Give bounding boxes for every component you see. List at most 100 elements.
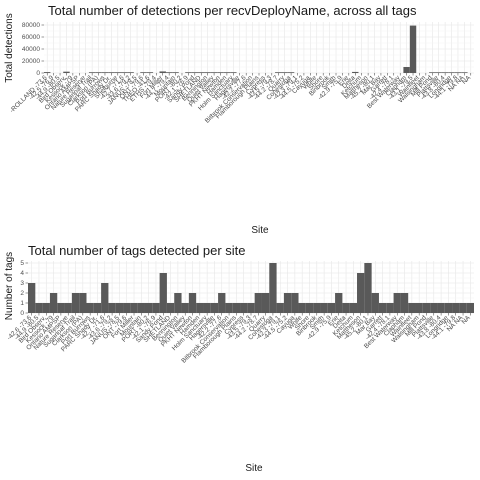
- bar: [305, 303, 314, 313]
- bar: [287, 72, 295, 73]
- bar: [198, 72, 205, 73]
- x-tick-label: NA: [461, 74, 473, 86]
- bar: [166, 303, 175, 313]
- bar: [223, 72, 231, 73]
- detections-chart-xlabel: Site: [251, 225, 269, 236]
- bar: [210, 303, 219, 313]
- tags-chart: Total number of tags detected per site N…: [4, 243, 474, 474]
- bar: [146, 72, 154, 73]
- tags-chart-bars: [28, 263, 474, 313]
- bar: [63, 71, 70, 73]
- bar: [159, 273, 167, 313]
- detections-chart-title: Total number of detections per recvDeplo…: [48, 3, 417, 18]
- detections-chart-ylabel: Total detections: [4, 13, 15, 83]
- detections-chart-grid: [44, 22, 474, 74]
- bar: [261, 293, 270, 313]
- bar: [172, 72, 179, 73]
- bar: [357, 273, 365, 313]
- bar: [320, 303, 328, 313]
- y-tick-label: 2: [20, 290, 24, 297]
- bar: [430, 303, 438, 313]
- bar: [371, 293, 379, 313]
- bar: [108, 303, 116, 313]
- bar: [378, 303, 387, 313]
- bar: [101, 283, 109, 313]
- y-tick-label: 4: [20, 270, 24, 277]
- bar: [115, 303, 124, 313]
- bar: [342, 303, 350, 313]
- bar: [232, 303, 241, 313]
- detections-chart-yticks: 0 20000 40000 60000 80000: [22, 22, 44, 77]
- bar: [127, 72, 134, 73]
- bar: [409, 25, 417, 74]
- y-tick-label: 60000: [22, 34, 40, 41]
- bar: [429, 72, 436, 73]
- bar: [49, 293, 58, 313]
- bar: [403, 67, 410, 73]
- bar: [254, 293, 262, 313]
- bar: [422, 303, 431, 313]
- bar: [452, 303, 460, 313]
- detections-chart-bars: [44, 25, 468, 74]
- bar: [93, 303, 102, 313]
- bar: [435, 72, 442, 73]
- bar: [240, 303, 248, 313]
- bar: [28, 283, 36, 313]
- bar: [408, 303, 416, 313]
- bar: [225, 303, 233, 313]
- bar: [269, 263, 277, 313]
- y-tick-label: 0: [36, 70, 40, 77]
- detections-chart-xticks: -ROLLAND -73.6-42.5 -76.9-44.9 -80.5Bird…: [9, 73, 473, 125]
- bar: [386, 303, 394, 313]
- bar: [79, 293, 87, 313]
- bar: [400, 293, 409, 313]
- y-tick-label: 20000: [22, 58, 40, 65]
- bar: [101, 72, 109, 73]
- bar: [196, 303, 204, 313]
- bar: [159, 71, 166, 73]
- bar: [313, 303, 321, 313]
- tags-chart-xlabel: Site: [245, 463, 263, 474]
- bar: [437, 303, 445, 313]
- y-tick-label: 80000: [22, 22, 40, 29]
- bar: [44, 72, 51, 73]
- bar: [459, 303, 467, 313]
- bar: [230, 72, 237, 73]
- tags-chart-title: Total number of tags detected per site: [28, 243, 246, 258]
- bar: [276, 303, 284, 313]
- bar: [185, 72, 192, 73]
- bar: [152, 303, 160, 313]
- bar: [42, 303, 50, 313]
- bar: [86, 303, 94, 313]
- bar: [57, 303, 65, 313]
- bar: [281, 72, 288, 73]
- bar: [393, 293, 401, 313]
- bar: [88, 72, 96, 73]
- bar: [298, 303, 306, 313]
- bar: [210, 72, 218, 73]
- bar: [165, 72, 173, 73]
- y-tick-label: 3: [20, 280, 24, 287]
- bar: [444, 303, 453, 313]
- bar: [217, 72, 224, 73]
- tags-chart-ylabel: Number of tags: [4, 252, 15, 320]
- bar: [466, 303, 474, 313]
- x-tick-label: NA: [460, 314, 472, 326]
- y-tick-label: 1: [20, 300, 24, 307]
- bar: [291, 293, 299, 313]
- bar: [349, 303, 358, 313]
- bar: [327, 303, 336, 313]
- bar: [188, 293, 197, 313]
- bar: [130, 303, 138, 313]
- bar: [121, 72, 128, 73]
- bar: [283, 293, 292, 313]
- detections-chart: Total number of detections per recvDeplo…: [4, 3, 474, 236]
- bar: [454, 72, 462, 73]
- bar: [137, 303, 145, 313]
- bar: [218, 293, 226, 313]
- bar: [108, 72, 115, 73]
- bar: [114, 72, 122, 73]
- bar: [64, 303, 72, 313]
